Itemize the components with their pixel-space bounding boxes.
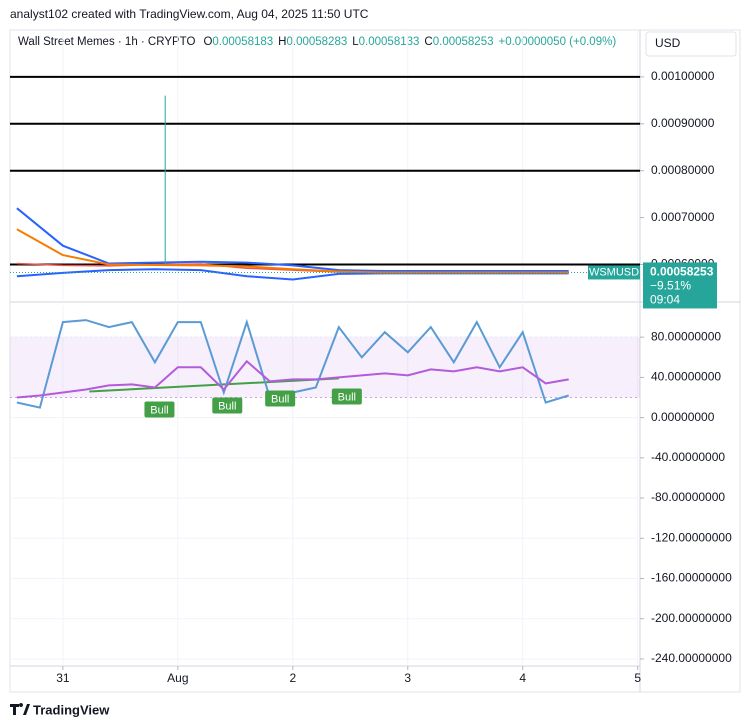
x-tick-label: 2 <box>289 671 296 685</box>
currency[interactable]: USD <box>655 36 681 50</box>
price-change: −9.51% <box>650 279 691 293</box>
x-tick-label: 31 <box>56 671 70 685</box>
logo: TradingView <box>10 702 110 717</box>
symbol: Wall Street Memes · 1h · CRYPTO <box>18 36 195 48</box>
currency-button[interactable] <box>645 31 737 57</box>
x-tick-label: 3 <box>404 671 411 685</box>
symbol-label: WSMUSD <box>589 266 639 278</box>
signal-badge <box>331 388 362 405</box>
y-tick-label: 0.00090000 <box>651 116 715 130</box>
y-tick-label: -80.00000000 <box>651 490 725 504</box>
y-tick-label: -200.00000000 <box>651 611 732 625</box>
price-last: 0.00058253 <box>650 265 714 279</box>
y-tick-label: 80.00000000 <box>651 329 721 343</box>
divergence-line <box>89 377 339 393</box>
ohlc-label: L <box>352 36 359 48</box>
ohlc-change: +0.00000050 (+0.09%) <box>499 36 617 48</box>
ohlc-value: 0.00058183 <box>212 36 273 48</box>
y-tick-label: 0.00000000 <box>651 410 715 424</box>
y-tick-label: 40.00000000 <box>651 370 721 384</box>
ohlc-label: C <box>424 36 432 48</box>
signal-label: Bull <box>150 404 168 416</box>
price-badge <box>643 262 717 309</box>
signal-badge <box>144 401 175 418</box>
y-tick-label: -240.00000000 <box>651 651 732 665</box>
attribution: analyst102 created with TradingView.com,… <box>10 7 369 21</box>
ohlc-value: 0.00058253 <box>433 36 494 48</box>
ohlc-value: 0.00058133 <box>359 36 420 48</box>
ohlc-value: 0.00058283 <box>286 36 347 48</box>
signal-label: Bull <box>218 400 236 412</box>
logo-icon <box>10 703 30 715</box>
y-tick-label: 0.00100000 <box>651 69 715 83</box>
series-line <box>16 359 569 399</box>
band <box>10 337 640 398</box>
y-tick-label: -40.00000000 <box>651 450 725 464</box>
signal-badge <box>212 397 243 414</box>
y-tick-label: 0.00080000 <box>651 163 715 177</box>
ohlc-label: H <box>278 36 286 48</box>
y-tick-label: -160.00000000 <box>651 571 732 585</box>
signal-badge <box>265 390 296 407</box>
x-tick-label: 5 <box>634 671 641 685</box>
ohlc-label: O <box>203 36 212 48</box>
legend: Wall Street Memes · 1h · CRYPTO O0.000581… <box>18 36 616 48</box>
signal-label: Bull <box>271 393 289 405</box>
series-line <box>16 228 569 274</box>
price-countdown: 09:04 <box>650 293 680 307</box>
signal-label: Bull <box>338 391 356 403</box>
symbol-badge <box>588 265 640 280</box>
x-tick-label: Aug <box>167 671 188 685</box>
y-tick-label: -120.00000000 <box>651 530 732 544</box>
x-tick-label: 4 <box>519 671 526 685</box>
y-tick-label: 0.00070000 <box>651 210 715 224</box>
frame <box>9 29 741 693</box>
footer-brand: TradingView <box>33 702 110 717</box>
